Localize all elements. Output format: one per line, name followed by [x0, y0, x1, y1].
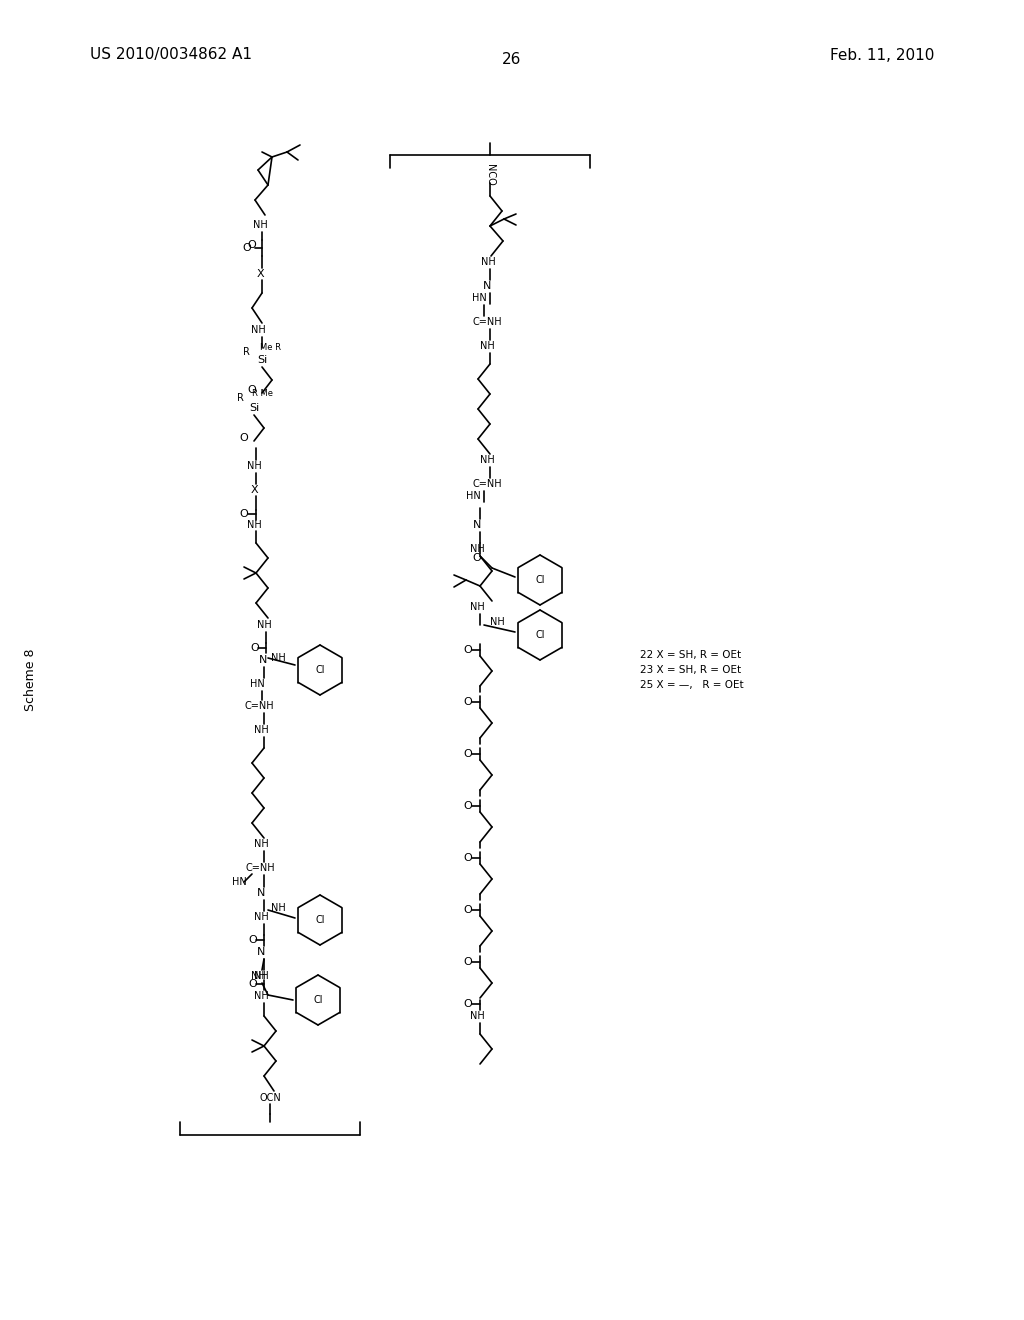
Text: O: O — [248, 385, 256, 395]
Text: O: O — [464, 999, 472, 1008]
Text: NH: NH — [470, 544, 484, 554]
Text: HN: HN — [472, 293, 486, 304]
Text: R: R — [238, 393, 244, 403]
Text: Cl: Cl — [315, 665, 325, 675]
Text: HN: HN — [250, 678, 264, 689]
Text: N: N — [259, 655, 267, 665]
Text: NH: NH — [480, 257, 496, 267]
Text: Cl: Cl — [536, 576, 545, 585]
Text: Scheme 8: Scheme 8 — [24, 648, 37, 711]
Text: NH: NH — [479, 341, 495, 351]
Text: NH: NH — [479, 455, 495, 465]
Text: NCO: NCO — [485, 164, 495, 186]
Text: O: O — [249, 979, 257, 989]
Text: C=NH: C=NH — [245, 863, 274, 873]
Text: O: O — [249, 935, 257, 945]
Text: O: O — [464, 801, 472, 810]
Text: HN: HN — [466, 491, 480, 502]
Text: O: O — [464, 853, 472, 863]
Text: O: O — [243, 243, 251, 253]
Text: O: O — [464, 906, 472, 915]
Text: N: N — [473, 520, 481, 531]
Text: O: O — [464, 645, 472, 655]
Text: NH: NH — [257, 620, 271, 630]
Text: Si: Si — [249, 403, 259, 413]
Text: NH: NH — [270, 903, 286, 913]
Text: NH: NH — [254, 972, 268, 981]
Text: O: O — [473, 553, 481, 564]
Text: O: O — [464, 697, 472, 708]
Text: N: N — [257, 888, 265, 898]
Text: Me R: Me R — [259, 343, 281, 352]
Text: Cl: Cl — [315, 915, 325, 925]
Text: R: R — [243, 347, 250, 356]
Text: HN: HN — [231, 876, 247, 887]
Text: Cl: Cl — [313, 995, 323, 1005]
Text: US 2010/0034862 A1: US 2010/0034862 A1 — [90, 48, 252, 62]
Text: X: X — [250, 484, 258, 495]
Text: NH: NH — [254, 725, 268, 735]
Text: O: O — [240, 510, 249, 519]
Text: Si: Si — [257, 355, 267, 366]
Text: NH: NH — [489, 616, 505, 627]
Text: O: O — [248, 240, 256, 249]
Text: O: O — [464, 957, 472, 968]
Text: NH: NH — [254, 991, 268, 1001]
Text: O: O — [464, 748, 472, 759]
Text: 22 X = SH, R = OEt: 22 X = SH, R = OEt — [640, 649, 741, 660]
Text: N: N — [482, 281, 492, 290]
Text: NH: NH — [270, 653, 286, 663]
Text: C=NH: C=NH — [472, 317, 502, 327]
Text: NH: NH — [251, 325, 265, 335]
Text: NH: NH — [470, 1011, 484, 1020]
Text: NH: NH — [251, 972, 265, 981]
Text: O: O — [251, 643, 259, 653]
Text: 26: 26 — [503, 53, 521, 67]
Text: O: O — [240, 433, 249, 444]
Text: NH: NH — [254, 840, 268, 849]
Text: NH: NH — [247, 520, 261, 531]
Text: NH: NH — [254, 912, 268, 921]
Text: 23 X = SH, R = OEt: 23 X = SH, R = OEt — [640, 665, 741, 675]
Text: OCN: OCN — [259, 1093, 281, 1104]
Text: N: N — [257, 946, 265, 957]
Text: C=NH: C=NH — [244, 701, 273, 711]
Text: Feb. 11, 2010: Feb. 11, 2010 — [829, 48, 934, 62]
Text: Cl: Cl — [536, 630, 545, 640]
Text: NH: NH — [253, 220, 267, 230]
Text: X: X — [256, 269, 264, 279]
Text: NH: NH — [247, 461, 261, 471]
Text: 25 X = —,   R = OEt: 25 X = —, R = OEt — [640, 680, 743, 690]
Text: R Me: R Me — [252, 389, 272, 399]
Text: C=NH: C=NH — [472, 479, 502, 488]
Text: NH: NH — [470, 602, 484, 612]
